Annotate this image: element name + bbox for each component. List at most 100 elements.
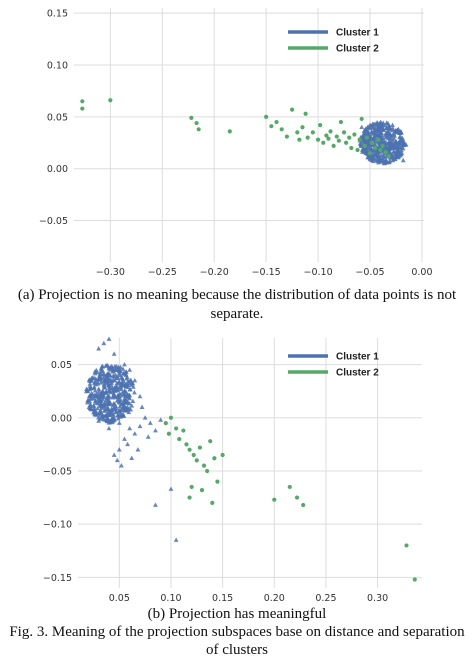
cluster-2-point bbox=[274, 119, 279, 125]
cluster-2-point bbox=[347, 135, 352, 140]
cluster-1-point bbox=[96, 386, 102, 391]
cluster-2-point bbox=[189, 484, 194, 490]
cluster-1-point bbox=[119, 390, 125, 395]
cluster-2-point bbox=[184, 442, 189, 447]
cluster-2-point bbox=[194, 458, 199, 463]
cluster-1-point bbox=[393, 139, 398, 145]
cluster-1-point bbox=[117, 372, 122, 378]
x-tick-label: −0.05 bbox=[355, 267, 384, 278]
cluster-1-point bbox=[102, 384, 107, 389]
cluster-1-point bbox=[168, 486, 174, 491]
cluster-1-point bbox=[122, 436, 127, 441]
cluster-2-point bbox=[199, 488, 205, 493]
cluster-1-point bbox=[100, 389, 106, 394]
cluster-2-point bbox=[163, 421, 168, 426]
cluster-1-point bbox=[362, 140, 368, 145]
cluster-1-point bbox=[91, 384, 97, 389]
scatter-plot-b: 0.05 0.10 0.15 0.20 0.25 0.30 −0.15 −0.10 −0.05 0… bbox=[43, 336, 422, 604]
cluster-1-point bbox=[370, 121, 375, 127]
cluster-1-point bbox=[116, 447, 122, 452]
cluster-1-point bbox=[132, 377, 138, 383]
cluster-1-point bbox=[368, 157, 374, 162]
cluster-2-point bbox=[404, 543, 409, 548]
scatter-plot-a: −0.30 −0.25 −0.20 −0.15 −0.10 −0.05 0.00 −0.05 0… bbox=[39, 8, 433, 278]
cluster-2-point bbox=[210, 500, 215, 505]
cluster-2-point bbox=[301, 502, 306, 508]
cluster-2-point bbox=[336, 138, 341, 143]
cluster-1-point bbox=[106, 388, 112, 393]
cluster-2-point bbox=[272, 497, 277, 502]
cluster-1-point bbox=[107, 400, 113, 405]
cluster-2-point bbox=[310, 130, 315, 135]
cluster-2-point bbox=[215, 479, 220, 484]
figure-caption-line1: Fig. 3. Meaning of the projection subspa… bbox=[9, 624, 465, 640]
cluster-2-point bbox=[338, 119, 344, 125]
cluster-1-point bbox=[394, 127, 400, 133]
cluster-1-point bbox=[129, 403, 135, 408]
cluster-1-point bbox=[121, 388, 127, 394]
cluster-2-point bbox=[191, 452, 196, 458]
cluster-1-point bbox=[103, 363, 109, 368]
cluster-1-point bbox=[147, 420, 153, 425]
cluster-1-point bbox=[97, 394, 102, 399]
cluster-1-point bbox=[123, 400, 129, 405]
cluster-1-point bbox=[379, 130, 385, 136]
legend-label-cluster-2: Cluster 2 bbox=[336, 44, 379, 55]
cluster-1-point bbox=[372, 131, 378, 136]
cluster-2-point bbox=[220, 452, 225, 458]
caption-a-line2: separate. bbox=[210, 306, 264, 322]
cluster-1-point bbox=[126, 409, 132, 415]
cluster-1-point bbox=[84, 399, 90, 405]
cluster-2-point bbox=[341, 130, 347, 135]
cluster-1-point bbox=[119, 401, 125, 406]
cluster-1-point bbox=[85, 397, 91, 402]
cluster-1-point bbox=[378, 139, 384, 145]
cluster-1-point bbox=[386, 125, 392, 130]
cluster-1-point bbox=[389, 142, 395, 148]
cluster-1-point bbox=[111, 351, 117, 356]
cluster-1-point bbox=[118, 364, 123, 370]
cluster-1-point bbox=[106, 366, 112, 371]
cluster-1-point bbox=[100, 412, 106, 418]
cluster-1-point bbox=[111, 417, 117, 422]
cluster-1-point bbox=[97, 377, 103, 382]
cluster-1-point bbox=[110, 373, 116, 378]
cluster-1-point bbox=[93, 382, 99, 387]
cluster-1-point bbox=[377, 133, 383, 138]
cluster-1-point bbox=[122, 406, 128, 411]
cluster-2-point bbox=[181, 428, 186, 433]
cluster-2-point bbox=[380, 143, 385, 148]
cluster-1-point bbox=[127, 367, 133, 372]
cluster-1-point bbox=[95, 400, 101, 406]
cluster-1-point bbox=[173, 537, 179, 542]
cluster-1-point bbox=[137, 423, 143, 429]
cluster-1-point bbox=[385, 140, 391, 146]
cluster-1-point bbox=[398, 138, 403, 143]
cluster-1-point bbox=[88, 378, 93, 384]
cluster-1-point bbox=[119, 406, 125, 411]
cluster-1-point bbox=[119, 381, 125, 386]
cluster-1-point bbox=[374, 148, 380, 153]
cluster-1-point bbox=[386, 149, 392, 155]
cluster-2-point bbox=[386, 154, 391, 159]
cluster-2-point bbox=[378, 147, 383, 153]
cluster-1-point bbox=[395, 145, 401, 150]
cluster-1-point bbox=[372, 142, 378, 147]
cluster-2-point bbox=[287, 484, 292, 490]
cluster-2-point bbox=[189, 115, 194, 120]
cluster-1-point bbox=[96, 388, 102, 393]
y-tick-label: 0.05 bbox=[51, 360, 72, 371]
cluster-1-point bbox=[380, 126, 386, 131]
cluster-1-point bbox=[104, 378, 109, 383]
cluster-1-point bbox=[126, 406, 132, 411]
cluster-2-point bbox=[284, 134, 290, 139]
cluster-1-point bbox=[116, 379, 122, 384]
cluster-1-point bbox=[88, 406, 94, 412]
cluster-1-point bbox=[118, 412, 124, 418]
cluster-1-point bbox=[104, 418, 110, 424]
cluster-2-point bbox=[412, 577, 417, 582]
cluster-1-point bbox=[139, 404, 145, 409]
x-tick-label: 0.10 bbox=[160, 593, 181, 604]
cluster-1-point bbox=[127, 425, 133, 431]
cluster-1-point bbox=[92, 398, 98, 403]
